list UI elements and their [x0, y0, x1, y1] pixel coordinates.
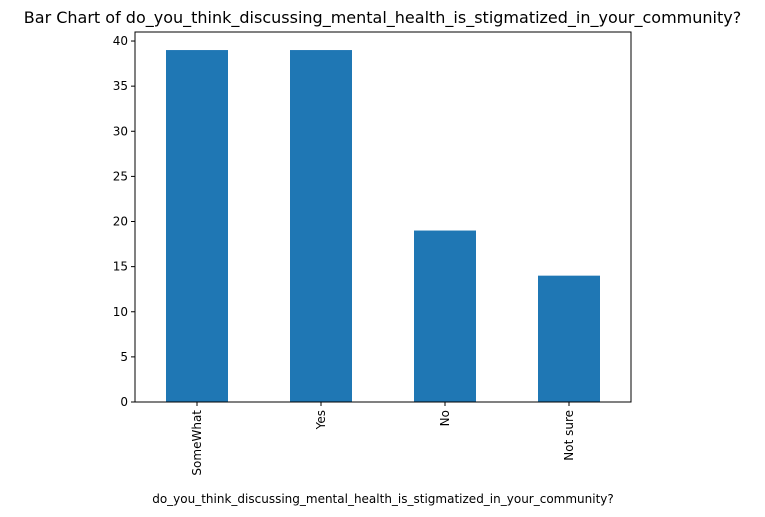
y-axis: 0 5 10 15 20 25 30 35 40: [113, 34, 135, 409]
x-tick-label: Yes: [314, 410, 328, 430]
plot-frame: [134, 31, 632, 403]
y-tick-label: 30: [113, 124, 128, 138]
bar-yes: [290, 50, 352, 403]
y-tick-label: 35: [113, 79, 128, 93]
y-tick-label: 40: [113, 34, 128, 48]
y-tick-label: 20: [113, 215, 128, 229]
y-tick-label: 25: [113, 169, 128, 183]
chart-title: Bar Chart of do_you_think_discussing_men…: [24, 8, 741, 28]
y-tick-label: 15: [113, 260, 128, 274]
bars-group: [166, 50, 600, 403]
y-tick-label: 5: [120, 350, 128, 364]
x-axis-label: do_you_think_discussing_mental_health_is…: [152, 492, 614, 506]
bar-somewhat: [166, 50, 228, 403]
bar-not-sure: [538, 275, 600, 402]
bar-no: [414, 230, 476, 402]
x-tick-label: Not sure: [562, 410, 576, 461]
x-axis: SomeWhat Yes No Not sure: [190, 402, 576, 476]
x-tick-label: SomeWhat: [190, 410, 204, 476]
x-tick-label: No: [438, 410, 452, 426]
y-tick-label: 10: [113, 305, 128, 319]
y-tick-label: 0: [120, 395, 128, 409]
